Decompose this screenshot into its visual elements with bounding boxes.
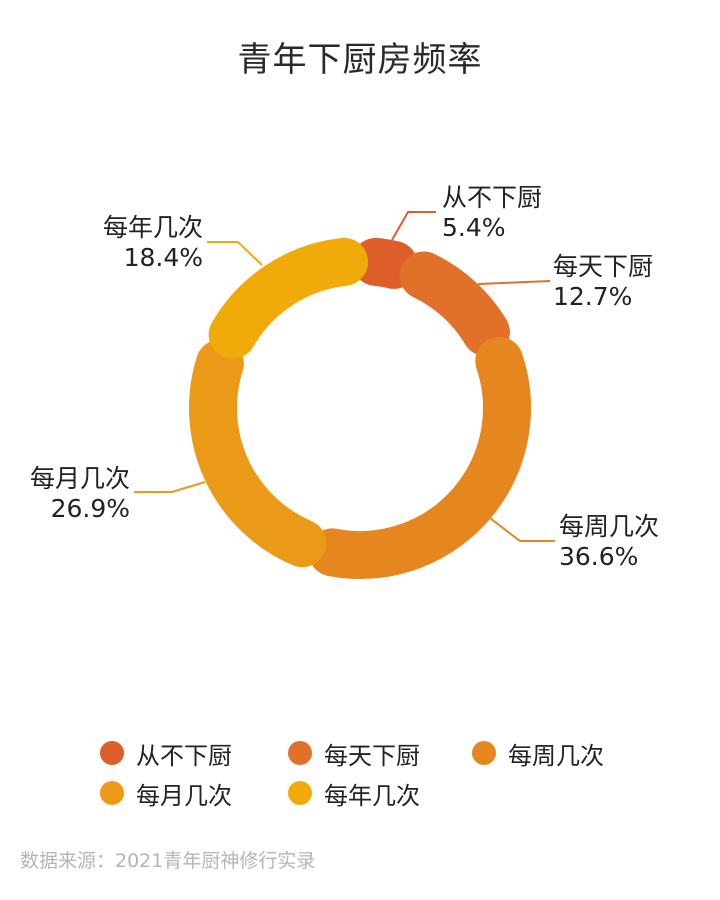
slice-label-weekly: 每周几次: [559, 512, 659, 541]
legend-swatch-monthly: [100, 781, 124, 805]
legend-item-daily: 每天下厨: [288, 736, 420, 770]
slice-label-never: 从不下厨: [442, 183, 542, 212]
legend-label-daily: 每天下厨: [324, 741, 420, 770]
slice-value-never: 5.4%: [442, 213, 506, 242]
leader-line-daily: [477, 280, 551, 285]
source-note: 数据来源：2021青年厨神修行实录: [20, 850, 316, 872]
legend-swatch-weekly: [472, 741, 496, 765]
donut-slice-monthly: [189, 339, 327, 568]
leader-line-monthly: [134, 481, 206, 493]
legend-label-weekly: 每周几次: [508, 741, 604, 770]
legend-label-never: 从不下厨: [136, 741, 232, 770]
donut-slice-weekly: [308, 337, 531, 579]
slice-value-monthly: 26.9%: [51, 494, 130, 523]
legend-swatch-never: [100, 741, 124, 765]
donut-slice-never: [351, 237, 418, 289]
donut-slice-daily: [399, 251, 510, 357]
legend-item-yearly: 每年几次: [288, 776, 420, 810]
legend-swatch-daily: [288, 741, 312, 765]
legend-item-never: 从不下厨: [100, 736, 232, 770]
leader-line-yearly: [207, 241, 263, 266]
leader-line-never: [391, 211, 436, 241]
donut-slices: [189, 237, 531, 579]
legend-item-monthly: 每月几次: [100, 776, 232, 810]
legend-label-yearly: 每年几次: [324, 781, 420, 810]
legend-item-weekly: 每周几次: [472, 736, 604, 770]
legend-label-monthly: 每月几次: [136, 781, 232, 810]
chart-title: 青年下厨房频率: [237, 40, 483, 80]
slice-label-daily: 每天下厨: [553, 252, 653, 281]
legend-swatch-yearly: [288, 781, 312, 805]
slice-value-daily: 12.7%: [553, 282, 632, 311]
leader-lines: [134, 211, 555, 542]
slice-label-yearly: 每年几次: [103, 213, 203, 242]
slice-value-weekly: 36.6%: [559, 542, 638, 571]
donut-slice-yearly: [208, 237, 369, 359]
slice-value-yearly: 18.4%: [124, 243, 203, 272]
leader-line-weekly: [485, 514, 555, 542]
slice-label-monthly: 每月几次: [30, 464, 130, 493]
